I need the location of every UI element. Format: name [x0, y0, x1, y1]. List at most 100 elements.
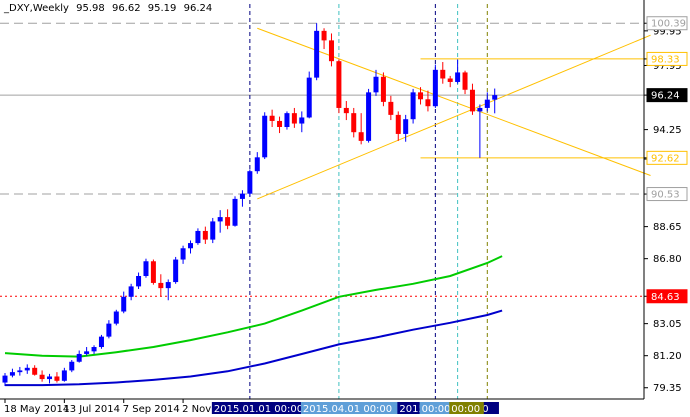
price-label-box [646, 150, 688, 165]
time-marker-box [300, 402, 403, 414]
candle-body [188, 243, 193, 249]
candle-body [484, 99, 490, 108]
candle-body [343, 107, 349, 114]
candle-body [54, 376, 60, 381]
time-marker-box [419, 402, 455, 414]
candle-body [173, 259, 179, 283]
candle-body [150, 261, 156, 283]
candle [217, 210, 223, 233]
candle [247, 169, 253, 197]
candle [395, 111, 401, 141]
candle-body [69, 361, 75, 371]
candle [128, 283, 134, 301]
candle [61, 367, 67, 382]
candle-body [440, 69, 446, 79]
candle-body [477, 107, 483, 112]
candle-body [239, 193, 245, 199]
candle-body [158, 282, 164, 289]
candle [418, 87, 424, 105]
candle [440, 62, 446, 84]
candle-body [254, 157, 260, 172]
candle [91, 345, 97, 354]
candle-body [210, 221, 216, 240]
candle [113, 309, 119, 326]
price-label-box [646, 51, 688, 66]
candle [121, 291, 127, 314]
candle-body [388, 101, 394, 115]
price-label: 90.53 [651, 190, 680, 201]
candle [380, 72, 386, 107]
candle [336, 59, 342, 114]
candle [306, 71, 312, 119]
candle [98, 334, 104, 349]
candle [455, 59, 461, 84]
candle-body [2, 375, 8, 383]
price-tick-label: 94.25 [653, 125, 682, 136]
candle-body [447, 78, 453, 82]
candle-body [358, 132, 364, 141]
candle-body [455, 72, 461, 82]
candle-body [217, 217, 223, 222]
candle [180, 245, 186, 264]
price-tick-label: 99.95 [653, 26, 682, 37]
candle-body [17, 370, 23, 373]
candle-body [128, 286, 134, 297]
time-marker-label: 2015.04.01 00:00 [303, 404, 392, 415]
candle [47, 373, 53, 384]
candle [32, 365, 38, 376]
candle [469, 83, 475, 115]
candle [9, 368, 15, 378]
candle-body [425, 99, 431, 107]
price-label-box [646, 88, 688, 103]
candle-body [328, 40, 334, 62]
candle [54, 372, 60, 383]
candle [388, 95, 394, 121]
candle [173, 256, 179, 284]
candle [2, 373, 8, 387]
candle [232, 196, 238, 227]
candle [462, 70, 468, 95]
candle [447, 75, 453, 88]
candle [351, 107, 357, 138]
candle [366, 88, 372, 143]
candle [284, 111, 290, 130]
price-label-box [646, 289, 688, 304]
candle [17, 366, 23, 376]
candle [277, 116, 283, 134]
time-marker-label: 00:00 [422, 404, 451, 415]
candle [269, 109, 275, 128]
trendline [257, 34, 651, 200]
price-tick-label: 88.65 [653, 222, 682, 233]
price-tick-label: 97.95 [653, 61, 682, 72]
candle [143, 258, 149, 278]
candle-body [314, 30, 320, 78]
trendline [257, 27, 651, 176]
candle-body [113, 311, 119, 324]
candle-body [121, 296, 127, 312]
candle-body [225, 217, 231, 226]
candle [373, 69, 379, 96]
candle [477, 104, 483, 158]
candle [403, 114, 409, 142]
candle-body [366, 92, 372, 141]
time-marker-box [211, 402, 314, 414]
candle-body [202, 230, 208, 240]
candle-body [418, 92, 424, 100]
candle-body [98, 336, 104, 348]
candle-body [306, 77, 312, 118]
candle [343, 101, 349, 121]
candle-body [291, 113, 297, 124]
ohlc-open: 95.98 [76, 3, 105, 14]
candle [484, 92, 490, 112]
candle [291, 107, 297, 128]
candle [410, 88, 416, 124]
candle-body [91, 347, 97, 352]
candles-layer [2, 23, 498, 387]
candle-body [277, 120, 283, 128]
ohlc-low: 95.19 [147, 3, 177, 14]
candle-body [462, 72, 468, 90]
candle-body [380, 76, 386, 102]
